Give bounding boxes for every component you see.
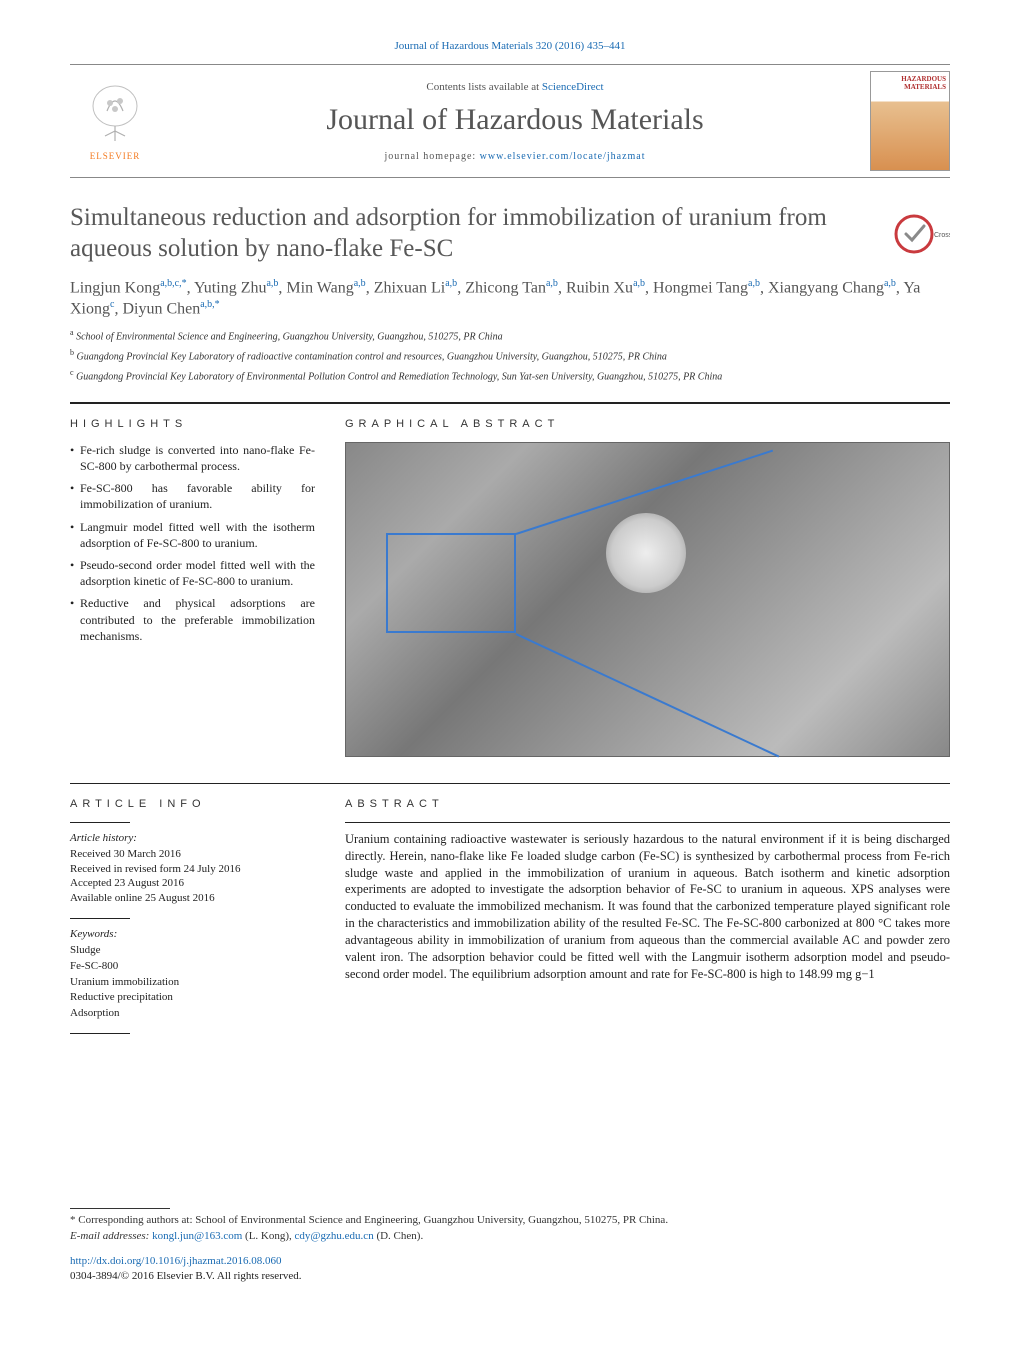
keywords-label: Keywords: xyxy=(70,927,315,942)
highlight-item: Langmuir model fitted well with the isot… xyxy=(70,519,315,551)
journal-cover-thumbnail[interactable]: HAZARDOUS MATERIALS xyxy=(870,71,950,171)
masthead: ELSEVIER Contents lists available at Sci… xyxy=(70,64,950,178)
corresponding-text: Corresponding authors at: School of Envi… xyxy=(78,1214,668,1226)
elsevier-logo[interactable]: ELSEVIER xyxy=(70,71,160,171)
email-link[interactable]: kongl.jun@163.com xyxy=(152,1230,242,1242)
keyword: Adsorption xyxy=(70,1006,315,1021)
top-citation[interactable]: Journal of Hazardous Materials 320 (2016… xyxy=(70,40,950,52)
doi-link[interactable]: http://dx.doi.org/10.1016/j.jhazmat.2016… xyxy=(70,1255,282,1267)
divider-short xyxy=(70,918,130,919)
abstract-text: Uranium containing radioactive wastewate… xyxy=(345,831,950,983)
corresponding-marker: * xyxy=(70,1214,78,1226)
divider xyxy=(70,402,950,404)
highlight-item: Fe-rich sludge is converted into nano-fl… xyxy=(70,442,315,474)
keyword: Uranium immobilization xyxy=(70,975,315,990)
sciencedirect-link[interactable]: ScienceDirect xyxy=(542,81,604,93)
abstract-heading: ABSTRACT xyxy=(345,798,950,810)
highlights-heading: HIGHLIGHTS xyxy=(70,418,315,430)
divider-short xyxy=(70,822,130,823)
affiliation: b Guangdong Provincial Key Laboratory of… xyxy=(70,348,950,364)
article-info-heading: ARTICLE INFO xyxy=(70,798,315,810)
highlight-item: Pseudo-second order model fitted well wi… xyxy=(70,557,315,589)
highlights-list: Fe-rich sludge is converted into nano-fl… xyxy=(70,442,315,644)
affiliation: a School of Environmental Science and En… xyxy=(70,328,950,344)
email-label: E-mail addresses: xyxy=(70,1230,149,1242)
contents-prefix: Contents lists available at xyxy=(426,81,541,93)
masthead-center: Contents lists available at ScienceDirec… xyxy=(160,81,870,162)
doi-block: http://dx.doi.org/10.1016/j.jhazmat.2016… xyxy=(70,1254,950,1284)
history-line: Received in revised form 24 July 2016 xyxy=(70,862,315,877)
homepage-line: journal homepage: www.elsevier.com/locat… xyxy=(160,151,870,162)
graphical-abstract-image xyxy=(345,442,950,757)
article-title: Simultaneous reduction and adsorption fo… xyxy=(70,202,864,265)
divider xyxy=(70,783,950,784)
homepage-url[interactable]: www.elsevier.com/locate/jhazmat xyxy=(480,151,646,162)
email-link[interactable]: cdy@gzhu.edu.cn xyxy=(295,1230,374,1242)
footnotes: * Corresponding authors at: School of En… xyxy=(70,1202,950,1244)
keyword: Fe-SC-800 xyxy=(70,959,315,974)
keyword: Reductive precipitation xyxy=(70,990,315,1005)
article-info-block: Article history: Received 30 March 2016R… xyxy=(70,831,315,1034)
journal-name: Journal of Hazardous Materials xyxy=(160,103,870,137)
divider-short xyxy=(70,1033,130,1034)
contents-line: Contents lists available at ScienceDirec… xyxy=(160,81,870,93)
graphical-abstract-heading: GRAPHICAL ABSTRACT xyxy=(345,418,950,430)
affiliation: c Guangdong Provincial Key Laboratory of… xyxy=(70,368,950,384)
homepage-label: journal homepage: xyxy=(384,151,479,162)
elsevier-tree-icon xyxy=(85,81,145,151)
keyword: Sludge xyxy=(70,943,315,958)
cover-text: HAZARDOUS MATERIALS xyxy=(901,75,946,91)
elsevier-text: ELSEVIER xyxy=(90,151,141,161)
divider xyxy=(345,822,950,823)
svg-text:CrossMark: CrossMark xyxy=(934,232,950,239)
history-line: Accepted 23 August 2016 xyxy=(70,876,315,891)
highlight-item: Reductive and physical adsorptions are c… xyxy=(70,595,315,644)
highlight-item: Fe-SC-800 has favorable ability for immo… xyxy=(70,480,315,512)
issn-copyright: 0304-3894/© 2016 Elsevier B.V. All right… xyxy=(70,1270,302,1282)
affiliations: a School of Environmental Science and En… xyxy=(70,328,950,383)
citation-link[interactable]: Journal of Hazardous Materials 320 (2016… xyxy=(395,40,626,52)
author-list: Lingjun Konga,b,c,*, Yuting Zhua,b, Min … xyxy=(70,277,950,321)
history-line: Received 30 March 2016 xyxy=(70,847,315,862)
history-label: Article history: xyxy=(70,831,315,846)
history-line: Available online 25 August 2016 xyxy=(70,891,315,906)
crossmark-badge[interactable]: CrossMark xyxy=(894,206,950,262)
